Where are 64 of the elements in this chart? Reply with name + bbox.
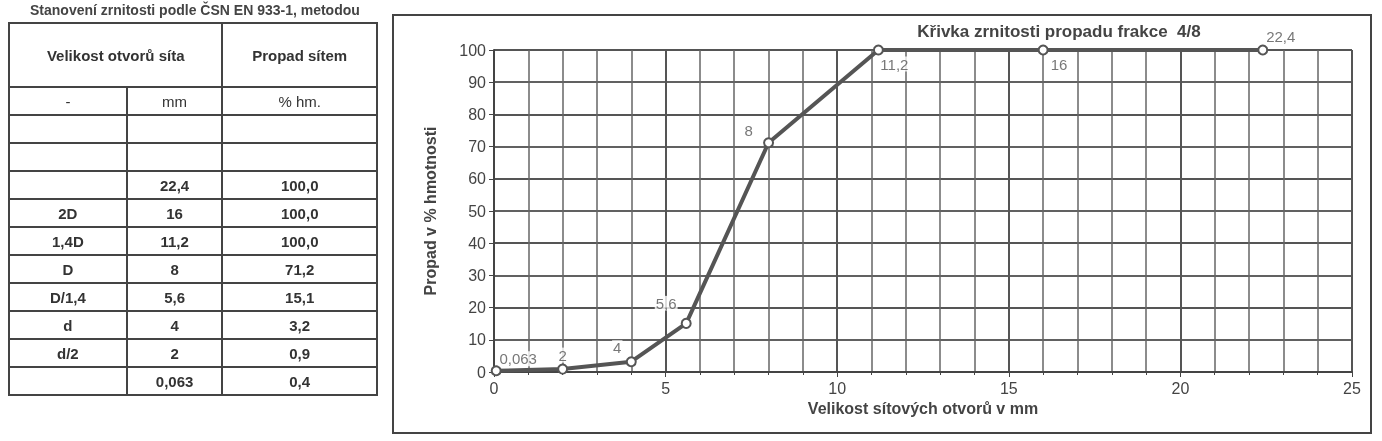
text: 15,1 [285,288,315,306]
x-tick-label: 5 [661,379,671,397]
text: Stanovení zrnitosti podle ČSN EN 933-1, metodou [30,2,361,18]
y-axis-title: Propad v % hmotnosti [421,126,439,296]
text: 0,4 [289,372,311,390]
y-tick-label: 80 [468,105,487,123]
text: 0,063 [155,372,194,390]
y-tick-label: 90 [468,73,487,91]
y-tick-label: 20 [468,299,487,317]
category-label: D/1,4 [49,288,86,306]
chart-title: Křivka zrnitosti propadu frakce 4/8 [917,22,1201,41]
text: 0,9 [289,344,311,362]
annotation: 22,4 [1266,27,1296,45]
text: 2 [170,344,179,362]
text: 4 [170,316,179,334]
x-tick-label: 20 [1171,379,1190,397]
x-tick-label: 0 [489,379,499,397]
y-tick-label: 30 [468,266,487,284]
point [680,317,692,329]
annotation: 0,063 [499,350,537,368]
point [1037,44,1049,56]
annotation: 11,2 [880,55,909,73]
category-label: d [63,316,73,334]
text: 100,0 [280,176,319,194]
text: 11,2 [160,232,189,250]
text: 16 [166,204,183,222]
text: 5,6 [164,288,186,306]
category-label: D [62,260,74,278]
text: mm [126,87,223,115]
category-label: 2D [58,204,78,222]
y-tick-label: 10 [468,331,487,349]
point [1257,44,1269,56]
text: - [9,87,127,115]
x-tick-label: 25 [1343,379,1361,397]
text: 71,2 [285,260,315,278]
text: 100,0 [280,204,319,222]
y-tick-label: 70 [468,138,487,156]
point [872,44,884,56]
text: Propad sítem [222,23,377,87]
x-axis-title: Velikost sítových otvorů v mm [807,400,1039,418]
x-tick-label: 10 [828,379,847,397]
category-label: d/2 [57,344,79,362]
y-tick-label: 40 [468,234,487,252]
x-tick-label: 15 [999,379,1018,397]
point [625,356,637,368]
point [490,365,502,377]
category-label: 1,4D [52,232,84,250]
y-tick-label: 60 [468,170,487,188]
text: Velikost otvorů síta [9,23,223,87]
point [557,363,569,375]
point [763,137,775,149]
text: 100,0 [280,232,319,250]
annotation: 8 [744,122,753,140]
annotation: 2 [558,346,567,364]
y-tick-label: 0 [477,363,487,381]
annotation: 16 [1050,55,1068,73]
text: % hm. [222,87,377,115]
y-tick-label: 100 [459,41,487,59]
text: 8 [170,260,179,278]
text: 3,2 [289,316,311,334]
annotation: 5,6 [655,294,677,312]
annotation: 4 [613,339,622,357]
y-tick-label: 50 [468,202,487,220]
text: 22,4 [159,176,190,194]
